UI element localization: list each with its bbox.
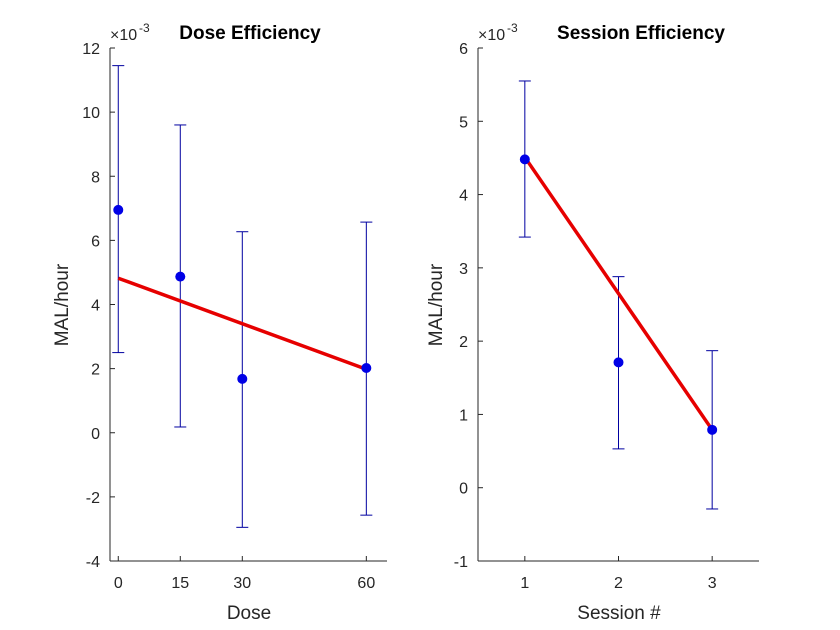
y-tick-label: 0 xyxy=(459,481,468,498)
y-tick-label: 1 xyxy=(459,407,468,424)
y-tick-label: -4 xyxy=(86,554,100,571)
chart-title: Dose Efficiency xyxy=(179,23,321,44)
y-exponent-power: -3 xyxy=(139,21,150,35)
data-point xyxy=(707,424,718,435)
x-tick-label: 60 xyxy=(357,575,375,592)
chart-title: Session Efficiency xyxy=(557,23,725,44)
x-tick-label: 15 xyxy=(171,575,189,592)
data-point xyxy=(613,357,624,368)
y-ticks: -4 -2 0 2 4 6 8 10 12 xyxy=(82,41,115,571)
y-tick-label: 12 xyxy=(82,41,100,58)
y-exponent-base: ×10 xyxy=(478,27,505,44)
x-axis-label: Session # xyxy=(577,603,661,624)
y-tick-label: 6 xyxy=(459,41,468,58)
data-point xyxy=(113,204,124,215)
dose-efficiency-panel: -4 -2 0 2 4 6 8 10 12 0 15 30 60 ×10 -3 Dose Effici… xyxy=(52,21,387,624)
y-tick-label: 8 xyxy=(91,169,100,186)
fit-line-group xyxy=(117,276,367,371)
y-tick-label: 4 xyxy=(91,298,100,315)
y-tick-label: 0 xyxy=(91,426,100,443)
x-ticks: 1 2 3 xyxy=(520,556,717,592)
fit-line xyxy=(117,276,367,371)
y-exponent-power: -3 xyxy=(507,21,518,35)
fit-line xyxy=(523,156,714,431)
data-point xyxy=(361,362,372,373)
y-tick-label: 5 xyxy=(459,114,468,131)
y-tick-label: 4 xyxy=(459,188,468,205)
data-point xyxy=(519,154,530,165)
y-tick-label: -1 xyxy=(454,554,468,571)
x-tick-label: 1 xyxy=(520,575,529,592)
data-point xyxy=(175,271,186,282)
x-tick-label: 2 xyxy=(614,575,623,592)
y-axis-label: MAL/hour xyxy=(426,263,447,346)
x-axis-label: Dose xyxy=(227,603,271,624)
fit-line-group xyxy=(523,156,714,431)
x-tick-label: 0 xyxy=(114,575,123,592)
y-axis-label: MAL/hour xyxy=(52,263,73,346)
x-tick-label: 3 xyxy=(708,575,717,592)
data-point xyxy=(237,373,248,384)
y-exponent-base: ×10 xyxy=(110,27,137,44)
data-points xyxy=(113,204,372,384)
y-tick-label: -2 xyxy=(86,490,100,507)
y-tick-label: 10 xyxy=(82,105,100,122)
x-tick-label: 30 xyxy=(233,575,251,592)
x-ticks: 0 15 30 60 xyxy=(114,556,375,592)
data-points xyxy=(519,154,718,435)
y-ticks: -1 0 1 2 3 4 5 6 xyxy=(454,41,483,571)
y-tick-label: 3 xyxy=(459,261,468,278)
y-tick-label: 2 xyxy=(91,362,100,379)
y-tick-label: 6 xyxy=(91,233,100,250)
y-tick-label: 2 xyxy=(459,334,468,351)
